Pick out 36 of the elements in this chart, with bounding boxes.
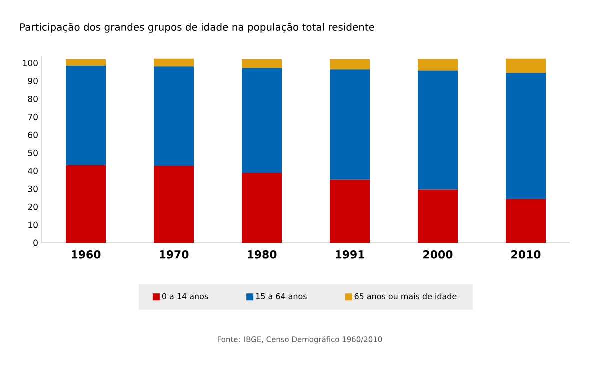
x-tick-label: 1970 [160, 250, 189, 259]
bar [242, 173, 282, 243]
bar [154, 66, 194, 166]
y-tick-label: 80 [28, 96, 38, 102]
bar [506, 199, 546, 243]
y-tick-label: 0 [34, 240, 38, 246]
bar [66, 59, 106, 66]
x-tick-label: 2010 [512, 250, 541, 259]
bar [418, 190, 458, 243]
y-tick-label: 60 [28, 132, 38, 138]
bar [330, 70, 370, 180]
y-tick-label: 100 [23, 60, 38, 66]
bar [506, 73, 546, 200]
y-tick-label: 20 [28, 204, 38, 210]
x-tick-label: 1991 [336, 250, 364, 259]
x-tick-label: 2000 [424, 250, 453, 259]
bar [242, 68, 282, 174]
bar [418, 59, 458, 71]
y-tick-label: 90 [28, 78, 38, 84]
bar [154, 166, 194, 243]
chart-title: Participação dos grandes grupos de idade na população total residente [20, 23, 374, 33]
bar [154, 58, 194, 67]
bar [418, 70, 458, 190]
y-tick-label: 70 [28, 114, 38, 120]
x-tick-label: 1960 [72, 250, 101, 259]
y-tick-label: 40 [28, 168, 38, 174]
x-tick-label: 1980 [248, 250, 277, 259]
bar [330, 59, 370, 70]
bar [66, 165, 106, 243]
y-tick-label: 10 [28, 222, 38, 228]
y-tick-label: 30 [28, 186, 38, 192]
bar [242, 59, 282, 68]
bar [506, 58, 546, 74]
bar [330, 180, 370, 243]
bar [66, 66, 106, 166]
y-tick-label: 50 [28, 150, 38, 156]
